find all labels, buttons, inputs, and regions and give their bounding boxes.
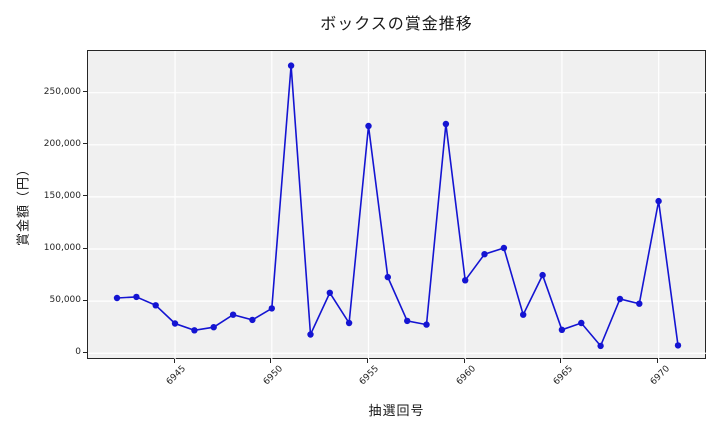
- y-tick-label: 150,000: [43, 190, 81, 201]
- data-point: [191, 327, 198, 334]
- x-tick-mark: [270, 359, 272, 363]
- x-tick-label: 6960: [455, 364, 479, 388]
- data-point: [152, 302, 159, 309]
- x-tick-mark: [560, 359, 562, 363]
- data-point: [171, 320, 179, 327]
- data-point: [133, 293, 140, 301]
- data-point: [616, 295, 624, 303]
- x-axis-label: 抽選回号: [368, 404, 425, 419]
- y-tick-label: 50,000: [49, 295, 82, 306]
- line-chart-canvas: [88, 51, 707, 360]
- data-point: [423, 321, 430, 328]
- data-point: [384, 273, 391, 281]
- x-tick-label: 6965: [551, 364, 575, 388]
- y-tick-mark: [83, 351, 87, 353]
- y-tick-mark: [83, 247, 87, 249]
- data-point: [636, 300, 643, 307]
- y-tick-label: 100,000: [43, 243, 81, 253]
- data-point: [442, 120, 450, 128]
- data-point: [365, 122, 372, 130]
- data-point: [520, 311, 527, 318]
- x-tick-label: 6955: [358, 364, 382, 388]
- data-point: [655, 197, 662, 205]
- data-point: [500, 244, 508, 252]
- plot-area: [87, 50, 707, 360]
- y-tick-mark: [83, 299, 87, 301]
- chart-title: ボックスの賞金推移: [320, 14, 473, 33]
- y-tick-mark: [83, 195, 87, 197]
- data-point: [210, 324, 217, 331]
- data-point: [249, 316, 256, 324]
- y-tick-label: 250,000: [43, 86, 81, 97]
- x-tick-label: 6945: [164, 364, 189, 388]
- y-tick-label: 200,000: [43, 138, 81, 149]
- x-tick-label: 6950: [261, 364, 285, 388]
- data-point: [326, 289, 333, 296]
- y-tick-mark: [83, 143, 87, 145]
- data-point: [404, 317, 411, 325]
- data-point: [113, 294, 121, 302]
- x-tick-mark: [463, 359, 465, 363]
- data-point: [307, 331, 314, 338]
- data-point: [597, 342, 604, 350]
- x-tick-mark: [657, 359, 659, 363]
- data-point: [578, 319, 585, 327]
- y-tick-mark: [83, 91, 87, 93]
- data-line-series: [116, 65, 679, 348]
- data-point: [481, 251, 488, 258]
- data-point: [558, 326, 566, 333]
- data-point: [287, 62, 295, 69]
- y-tick-label: 0: [75, 347, 81, 358]
- x-tick-mark: [366, 359, 368, 363]
- data-point: [345, 319, 353, 327]
- data-point: [462, 277, 469, 284]
- x-tick-mark: [173, 359, 175, 363]
- data-point: [539, 271, 546, 279]
- y-axis-label: 賞金額（円）: [16, 161, 32, 247]
- data-point: [674, 342, 682, 349]
- data-point: [229, 311, 237, 318]
- x-tick-label: 6970: [648, 364, 672, 388]
- data-point: [268, 305, 275, 312]
